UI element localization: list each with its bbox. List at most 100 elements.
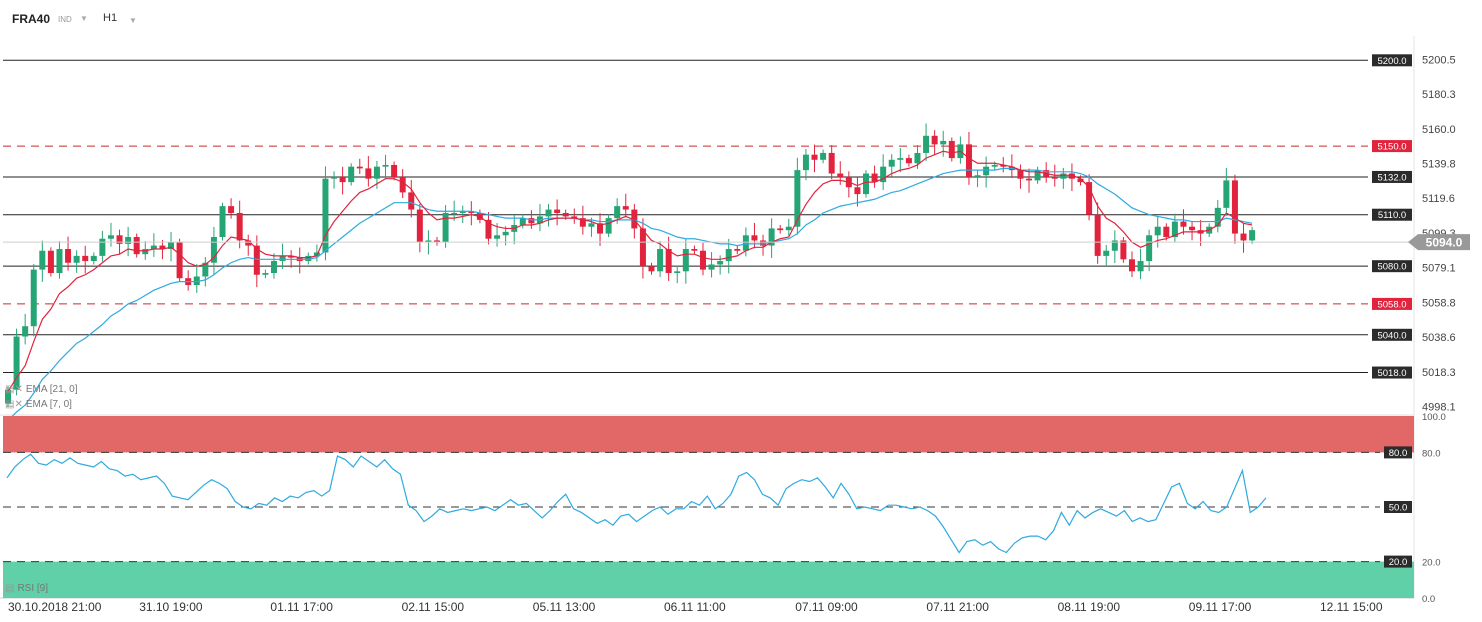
candle-body: [579, 218, 586, 227]
candle-body: [502, 231, 509, 236]
candle-body: [116, 235, 123, 244]
time-tick-label: 07.11 21:00: [926, 600, 989, 614]
candle-body: [699, 250, 706, 270]
time-tick-label: 07.11 09:00: [795, 600, 858, 614]
ema-fast-legend[interactable]: ▤✕ EMA [7, 0]: [5, 399, 72, 410]
level-tag: [1372, 297, 1412, 310]
candle-body: [1146, 235, 1153, 262]
candle-body: [562, 212, 569, 217]
rsi-oversold-zone: [3, 561, 1414, 598]
candle-body: [820, 152, 827, 160]
candle-body: [1249, 230, 1256, 241]
candle-body: [802, 154, 809, 171]
candle-body: [1060, 173, 1067, 179]
symbol-dropdown-icon[interactable]: ▼: [80, 14, 88, 23]
candle-body: [39, 250, 46, 270]
rsi-tick-label: 100.0: [1422, 412, 1446, 423]
time-tick-label: 30.10.2018 21:00: [8, 600, 102, 614]
candle-body: [176, 242, 183, 279]
price-tick-label: 5180.3: [1422, 89, 1456, 101]
candle-body: [948, 140, 955, 159]
candle-body: [348, 166, 355, 183]
level-tag: [1372, 328, 1412, 341]
candle-body: [545, 209, 552, 217]
ema-slow-legend[interactable]: ▤✕ EMA [21, 0]: [5, 384, 78, 395]
candle-body: [965, 144, 972, 177]
price-tick-label: 5018.3: [1422, 367, 1456, 379]
candle-body: [65, 249, 72, 263]
time-tick-label: 08.11 19:00: [1058, 600, 1121, 614]
candle-body: [1128, 259, 1135, 272]
candle-body: [708, 264, 715, 270]
timeframe-dropdown-icon[interactable]: ▼: [129, 16, 137, 25]
candle-body: [622, 206, 629, 210]
candle-body: [270, 261, 277, 274]
candle-body: [322, 178, 329, 253]
candle-body: [639, 228, 646, 267]
time-tick-label: 02.11 15:00: [402, 600, 465, 614]
candle-body: [373, 166, 380, 179]
level-tag-label: 5132.0: [1377, 172, 1406, 183]
candle-body: [245, 240, 252, 246]
candle-body: [657, 249, 664, 272]
indicator-settings-icon[interactable]: ▤✕: [5, 399, 23, 410]
rsi-overbought-zone: [3, 416, 1414, 453]
candle-body: [983, 166, 990, 176]
candle-body: [854, 187, 861, 195]
candle-body: [888, 159, 895, 167]
candle-body: [356, 166, 363, 169]
candle-body: [47, 250, 54, 274]
price-tick-label: 5139.8: [1422, 159, 1456, 171]
candle-body: [193, 276, 200, 286]
candle-body: [365, 168, 372, 179]
candle-body: [614, 206, 621, 219]
candle-body: [1189, 226, 1196, 231]
level-tag-label: 5150.0: [1377, 142, 1406, 153]
rsi-line: [6, 453, 1267, 554]
level-tag-label: 5058.0: [1377, 299, 1406, 310]
candle-body: [725, 249, 732, 262]
candle-body: [931, 135, 938, 145]
level-tag: [1372, 54, 1412, 67]
rsi-tick-label: 20.0: [1422, 558, 1441, 569]
candle-body: [408, 192, 415, 210]
candle-body: [73, 255, 80, 263]
candle-body: [1120, 240, 1127, 260]
candle-body: [82, 255, 89, 262]
candle-body: [571, 216, 578, 219]
candle-body: [1154, 226, 1161, 236]
level-tag: [1372, 208, 1412, 221]
time-tick-label: 01.11 17:00: [270, 600, 333, 614]
symbol-label[interactable]: FRA40: [12, 12, 51, 26]
candle-body: [760, 240, 767, 246]
candle-body: [442, 212, 449, 243]
level-tag-label: 5080.0: [1377, 262, 1406, 273]
timeframe-label[interactable]: H1: [103, 12, 118, 24]
candle-body: [142, 249, 149, 255]
candle-body: [56, 249, 63, 274]
price-tick-label: 5038.6: [1422, 332, 1456, 344]
candle-body: [880, 166, 887, 183]
candle-body: [425, 240, 432, 243]
candle-body: [1171, 221, 1178, 238]
candle-body: [107, 235, 114, 239]
rsi-legend[interactable]: ▤ RSI [9]: [5, 583, 49, 594]
price-tick-label: 5058.8: [1422, 298, 1456, 310]
candle-body: [691, 249, 698, 251]
indicator-settings-icon[interactable]: ▤: [5, 583, 15, 594]
candle-body: [905, 158, 912, 164]
candle-body: [1231, 180, 1238, 234]
indicator-settings-icon[interactable]: ▤✕: [5, 384, 23, 395]
level-tag: [1372, 140, 1412, 153]
candle-body: [648, 266, 655, 272]
candle-body: [674, 271, 681, 274]
current-price-label: 5094.0: [1426, 236, 1463, 250]
candle-body: [751, 235, 758, 241]
candle-body: [451, 212, 458, 214]
candle-body: [133, 237, 140, 255]
candle-body: [279, 255, 286, 262]
time-tick-label: 06.11 11:00: [664, 600, 726, 614]
candle-body: [1017, 170, 1024, 179]
level-tag: [1372, 366, 1412, 379]
